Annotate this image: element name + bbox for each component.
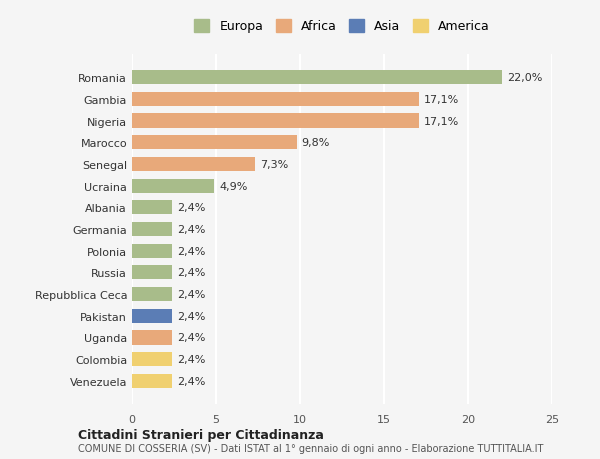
Bar — [132, 114, 419, 129]
Text: 17,1%: 17,1% — [424, 95, 460, 105]
Bar — [132, 287, 172, 302]
Bar — [132, 157, 254, 172]
Bar — [132, 223, 172, 236]
Text: 2,4%: 2,4% — [178, 268, 206, 278]
Bar — [132, 374, 172, 388]
Text: 22,0%: 22,0% — [506, 73, 542, 83]
Legend: Europa, Africa, Asia, America: Europa, Africa, Asia, America — [191, 16, 493, 37]
Bar — [132, 201, 172, 215]
Text: 2,4%: 2,4% — [178, 224, 206, 235]
Bar — [132, 266, 172, 280]
Bar — [132, 71, 502, 85]
Bar — [132, 244, 172, 258]
Text: 17,1%: 17,1% — [424, 116, 460, 126]
Bar — [132, 353, 172, 366]
Text: 2,4%: 2,4% — [178, 203, 206, 213]
Bar — [132, 93, 419, 106]
Text: 4,9%: 4,9% — [220, 181, 248, 191]
Bar — [132, 179, 214, 193]
Text: 7,3%: 7,3% — [260, 160, 288, 169]
Text: 2,4%: 2,4% — [178, 311, 206, 321]
Text: 9,8%: 9,8% — [302, 138, 330, 148]
Text: 2,4%: 2,4% — [178, 333, 206, 343]
Text: 2,4%: 2,4% — [178, 354, 206, 364]
Bar — [132, 330, 172, 345]
Text: 2,4%: 2,4% — [178, 376, 206, 386]
Bar — [132, 309, 172, 323]
Bar — [132, 136, 296, 150]
Text: 2,4%: 2,4% — [178, 290, 206, 299]
Text: Cittadini Stranieri per Cittadinanza: Cittadini Stranieri per Cittadinanza — [78, 428, 324, 442]
Text: 2,4%: 2,4% — [178, 246, 206, 256]
Text: COMUNE DI COSSERIA (SV) - Dati ISTAT al 1° gennaio di ogni anno - Elaborazione T: COMUNE DI COSSERIA (SV) - Dati ISTAT al … — [78, 443, 544, 453]
